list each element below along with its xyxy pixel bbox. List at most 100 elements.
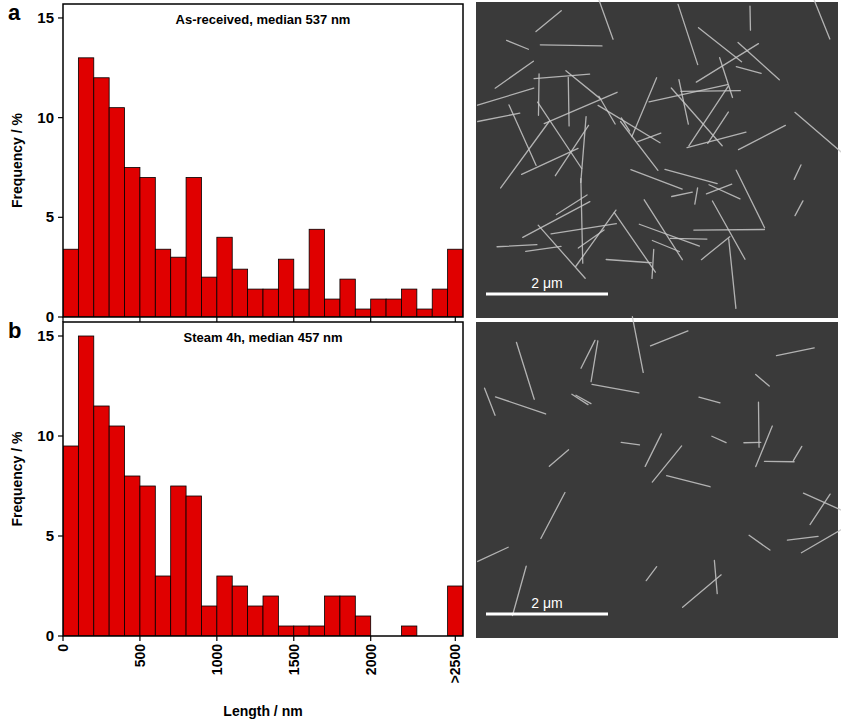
micrograph-background <box>476 2 838 318</box>
nanotube <box>803 493 841 511</box>
y-tick-label: 5 <box>46 208 54 225</box>
nanotube <box>756 374 770 386</box>
nanotube <box>738 43 779 80</box>
nanotube <box>708 112 729 143</box>
bar <box>140 177 155 317</box>
bar <box>278 259 293 317</box>
nanotube <box>512 566 526 615</box>
nanotube <box>709 185 740 199</box>
plot-frame <box>63 322 463 636</box>
y-tick-label: 0 <box>46 627 54 644</box>
bar <box>78 58 93 317</box>
x-tick-label: >2500 <box>447 644 463 684</box>
nanotube <box>497 245 537 247</box>
nanotube <box>507 40 529 49</box>
nanotube <box>594 0 614 39</box>
nanotube <box>556 195 587 215</box>
nanotube <box>538 102 582 168</box>
bar <box>140 486 155 636</box>
nanotube <box>551 224 616 234</box>
nanotube <box>712 436 726 442</box>
nanotube <box>683 575 722 608</box>
nanotube <box>764 461 794 463</box>
nanotube <box>729 239 736 308</box>
nanotube <box>526 246 561 251</box>
panel-letter: a <box>8 0 21 25</box>
micrograph-background <box>476 322 838 638</box>
nanotube <box>599 96 615 124</box>
scale-bar-label: 2 μm <box>531 275 562 291</box>
nanotube <box>534 74 590 79</box>
nanotube <box>478 547 508 561</box>
x-tick <box>62 636 63 641</box>
scale-bar <box>486 293 608 296</box>
bar <box>309 626 324 636</box>
x-tick <box>370 636 371 641</box>
y-tick <box>58 217 63 218</box>
bar <box>325 299 340 317</box>
nanotube <box>665 169 717 183</box>
nanotube <box>516 342 534 399</box>
nanotube <box>639 224 699 246</box>
nanotube <box>794 165 801 179</box>
nanotube <box>478 88 534 105</box>
y-tick <box>58 17 63 18</box>
bar <box>155 576 170 636</box>
nanotube <box>689 86 728 146</box>
bar <box>109 108 124 317</box>
bar <box>401 626 416 636</box>
nanotube <box>541 492 565 538</box>
nanotube <box>801 529 841 553</box>
bar <box>309 229 324 317</box>
nanotube <box>540 45 602 46</box>
y-tick-label: 15 <box>37 327 54 344</box>
y-tick-label: 0 <box>46 308 54 325</box>
nanotube <box>572 394 588 404</box>
nanotube <box>522 148 578 174</box>
nanotube <box>478 113 520 121</box>
y-tick <box>58 117 63 118</box>
micrograph: 2 μm <box>476 0 841 318</box>
nanotube <box>538 74 540 115</box>
bar <box>355 616 370 636</box>
x-tick <box>455 636 456 641</box>
nanotube <box>581 117 586 183</box>
bar <box>232 269 247 317</box>
nanotube <box>638 133 661 142</box>
nanotube <box>495 61 533 88</box>
nanotube <box>581 179 583 264</box>
bar <box>94 406 109 636</box>
nanotube <box>696 44 758 83</box>
bar <box>340 279 355 317</box>
nanotube <box>621 118 629 131</box>
panel-0: 051015As-received, median 537 nmFrequenc… <box>8 0 841 325</box>
nanotube <box>699 28 742 62</box>
nanotube <box>549 450 568 467</box>
nanotube <box>606 260 651 263</box>
y-axis-title: Frequency / % <box>9 112 25 207</box>
nanotube <box>795 112 841 156</box>
bar <box>355 309 370 317</box>
y-tick <box>58 635 63 636</box>
y-tick-label: 10 <box>37 427 54 444</box>
nanotube <box>581 340 595 368</box>
bar <box>217 237 232 317</box>
nanotube <box>714 560 717 593</box>
bar <box>63 446 78 636</box>
y-tick <box>58 335 63 336</box>
nanotube <box>776 348 814 356</box>
nanotube <box>671 88 722 146</box>
nanotube <box>744 442 761 444</box>
x-tick-label: 0 <box>55 644 71 652</box>
bar <box>325 596 340 636</box>
nanotube <box>632 78 657 137</box>
scale-bar <box>486 613 608 616</box>
nanotube <box>672 192 693 196</box>
nanotube <box>736 67 761 74</box>
bars <box>63 58 463 317</box>
bar <box>186 496 201 636</box>
nanotube <box>813 0 829 39</box>
panel-title: Steam 4h, median 457 nm <box>184 330 343 345</box>
bar <box>186 177 201 317</box>
nanotube <box>739 125 786 149</box>
